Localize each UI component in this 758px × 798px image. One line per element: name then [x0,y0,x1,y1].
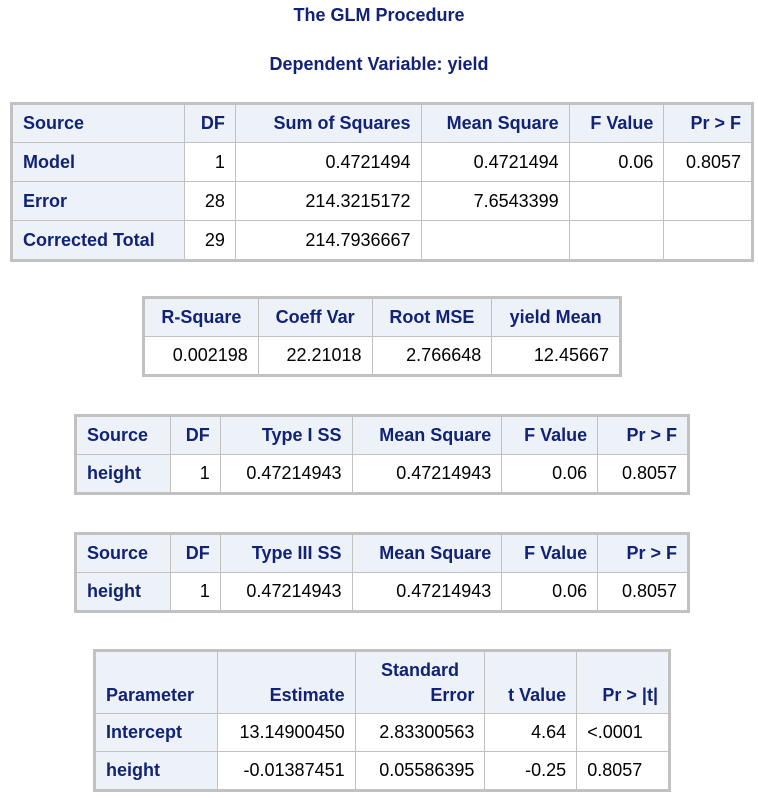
anova-ss: 214.7936667 [234,220,422,260]
type1-ss-table: Source DF Type I SS Mean Square F Value … [74,414,690,495]
table-row: Corrected Total 29 214.7936667 [12,220,752,260]
fit-header-rsquare: R-Square [144,298,259,337]
anova-header-df: DF [183,104,236,143]
type1-header-source: Source [76,416,171,455]
table-row: height 1 0.47214943 0.47214943 0.06 0.80… [76,572,688,611]
table-row: Intercept 13.14900450 2.83300563 4.64 <.… [95,713,669,752]
param-stderr: 0.05586395 [354,751,486,790]
type3-header-source: Source [76,534,171,573]
param-header-parameter: Parameter [95,651,218,714]
anova-ms [420,220,570,260]
type1-source: height [76,454,171,493]
anova-header-ms: Mean Square [420,104,570,143]
param-name-height: height [95,751,218,790]
type3-ss-table: Source DF Type III SS Mean Square F Valu… [74,532,690,613]
type3-header-df: DF [169,534,221,573]
param-tvalue: 4.64 [484,713,578,752]
anova-source-corrected-total: Corrected Total [12,220,185,260]
param-name-intercept: Intercept [95,713,218,752]
param-p: <.0001 [576,713,669,752]
type1-p: 0.8057 [597,454,688,493]
fit-rootmse: 2.766648 [371,336,493,375]
anova-ms: 0.4721494 [420,142,570,182]
anova-df: 29 [183,220,236,260]
anova-header-f: F Value [568,104,665,143]
param-header-stderr-line2: Error [430,685,475,705]
procedure-title: The GLM Procedure [293,5,465,25]
anova-df: 1 [183,142,236,182]
anova-ss: 0.4721494 [234,142,422,182]
fit-header-rootmse: Root MSE [371,298,493,337]
type1-header-ss: Type I SS [219,416,353,455]
anova-header-source: Source [12,104,185,143]
type3-ms: 0.47214943 [351,572,503,611]
param-header-stderr-line1: Standard [380,660,459,680]
anova-table: Source DF Sum of Squares Mean Square F V… [10,102,754,262]
parameter-estimates-table: Parameter Estimate Standard Error t Valu… [93,649,671,792]
param-header-stderr: Standard Error [354,651,486,714]
anova-f [568,220,665,260]
anova-p [663,220,752,260]
fit-coeffvar: 22.21018 [257,336,373,375]
param-stderr: 2.83300563 [354,713,486,752]
param-header-p: Pr > |t| [576,651,669,714]
param-estimate: 13.14900450 [216,713,356,752]
type3-header-f: F Value [501,534,599,573]
fit-statistics-table: R-Square Coeff Var Root MSE yield Mean 0… [142,296,622,377]
table-row: height -0.01387451 0.05586395 -0.25 0.80… [95,751,669,790]
dependent-variable-title: Dependent Variable: yield [269,54,489,74]
anova-ss: 214.3215172 [234,181,422,221]
table-row: Error 28 214.3215172 7.6543399 [12,181,752,221]
type3-header-ss: Type III SS [219,534,353,573]
param-estimate: -0.01387451 [216,751,356,790]
fit-mean: 12.45667 [491,336,620,375]
fit-rsquare: 0.002198 [144,336,259,375]
type3-header-p: Pr > F [597,534,688,573]
type1-f: 0.06 [501,454,599,493]
anova-header-p: Pr > F [663,104,752,143]
param-p: 0.8057 [576,751,669,790]
type1-ss: 0.47214943 [219,454,353,493]
anova-p: 0.8057 [663,142,752,182]
anova-p [663,181,752,221]
param-header-estimate: Estimate [216,651,356,714]
type3-header-ms: Mean Square [351,534,503,573]
type1-df: 1 [169,454,221,493]
anova-source-error: Error [12,181,185,221]
table-row: 0.002198 22.21018 2.766648 12.45667 [144,336,620,375]
type3-p: 0.8057 [597,572,688,611]
anova-f [568,181,665,221]
type1-header-f: F Value [501,416,599,455]
type1-header-p: Pr > F [597,416,688,455]
type3-source: height [76,572,171,611]
anova-ms: 7.6543399 [420,181,570,221]
type1-header-ms: Mean Square [351,416,503,455]
type3-f: 0.06 [501,572,599,611]
type3-df: 1 [169,572,221,611]
anova-header-ss: Sum of Squares [234,104,422,143]
anova-source-model: Model [12,142,185,182]
table-row: height 1 0.47214943 0.47214943 0.06 0.80… [76,454,688,493]
param-header-tvalue: t Value [484,651,578,714]
table-row: Model 1 0.4721494 0.4721494 0.06 0.8057 [12,142,752,182]
type1-header-df: DF [169,416,221,455]
fit-header-mean: yield Mean [491,298,620,337]
anova-df: 28 [183,181,236,221]
param-tvalue: -0.25 [484,751,578,790]
fit-header-coeffvar: Coeff Var [257,298,373,337]
type3-ss: 0.47214943 [219,572,353,611]
anova-f: 0.06 [568,142,665,182]
type1-ms: 0.47214943 [351,454,503,493]
